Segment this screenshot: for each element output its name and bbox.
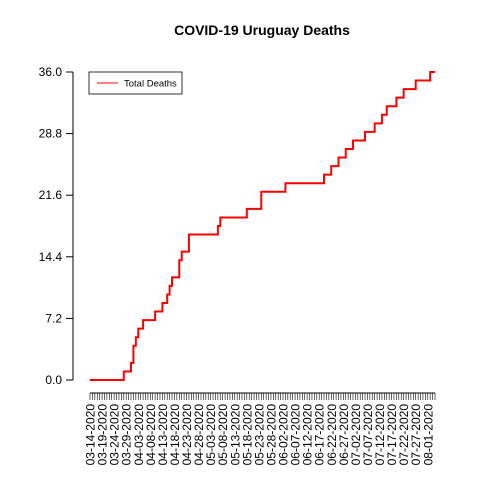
x-tick-label: 06-17-2020 (313, 404, 327, 466)
x-tick-label: 06-12-2020 (301, 404, 315, 466)
x-tick-label: 07-12-2020 (373, 404, 387, 466)
x-tick-label: 08-01-2020 (421, 404, 435, 466)
x-tick-label: 04-08-2020 (144, 404, 158, 466)
legend-label: Total Deaths (124, 79, 177, 90)
y-tick-label: 14.4 (39, 250, 63, 264)
y-tick-label: 21.6 (39, 188, 63, 202)
x-tick-label: 04-28-2020 (192, 404, 206, 466)
y-tick-label: 0.0 (45, 373, 62, 387)
x-tick-label: 06-07-2020 (289, 404, 303, 466)
x-tick-label: 06-27-2020 (337, 404, 351, 466)
x-tick-label: 06-02-2020 (277, 404, 291, 466)
x-tick-label: 05-03-2020 (204, 404, 218, 466)
x-tick-label: 03-24-2020 (108, 404, 122, 466)
x-tick-label: 05-08-2020 (216, 404, 230, 466)
x-tick-label: 05-18-2020 (240, 404, 254, 466)
plot-area: 0.0 7.2 14.4 21.6 28.8 36.0 03-14-202003-19-20… (39, 65, 436, 465)
x-tick-label: 05-28-2020 (264, 404, 278, 466)
legend: Total Deaths (88, 71, 183, 95)
x-tick-label: 04-03-2020 (132, 404, 146, 466)
x-tick-label: 03-19-2020 (96, 404, 110, 466)
x-tick-label: 05-23-2020 (252, 404, 266, 466)
x-tick-label: 03-14-2020 (84, 404, 98, 466)
chart-title: COVID-19 Uruguay Deaths (174, 22, 350, 38)
x-tick-label: 07-07-2020 (361, 404, 375, 466)
x-tick-label: 04-23-2020 (180, 404, 194, 466)
x-tick-label: 04-13-2020 (156, 404, 170, 466)
x-tick-label: 07-27-2020 (409, 404, 423, 466)
x-tick-label: 07-22-2020 (397, 404, 411, 466)
x-tick-label: 05-13-2020 (228, 404, 242, 466)
x-tick-label: 03-29-2020 (120, 404, 134, 466)
x-tick-label: 04-18-2020 (168, 404, 182, 466)
x-tick-label: 07-02-2020 (349, 404, 363, 466)
y-tick-label: 28.8 (39, 127, 63, 141)
y-tick-label: 7.2 (45, 311, 62, 325)
y-tick-label: 36.0 (39, 65, 63, 79)
x-tick-label: 07-17-2020 (385, 404, 399, 466)
series-line-total-deaths (90, 71, 435, 381)
legend-box (88, 71, 183, 95)
x-tick-label: 06-22-2020 (325, 404, 339, 466)
